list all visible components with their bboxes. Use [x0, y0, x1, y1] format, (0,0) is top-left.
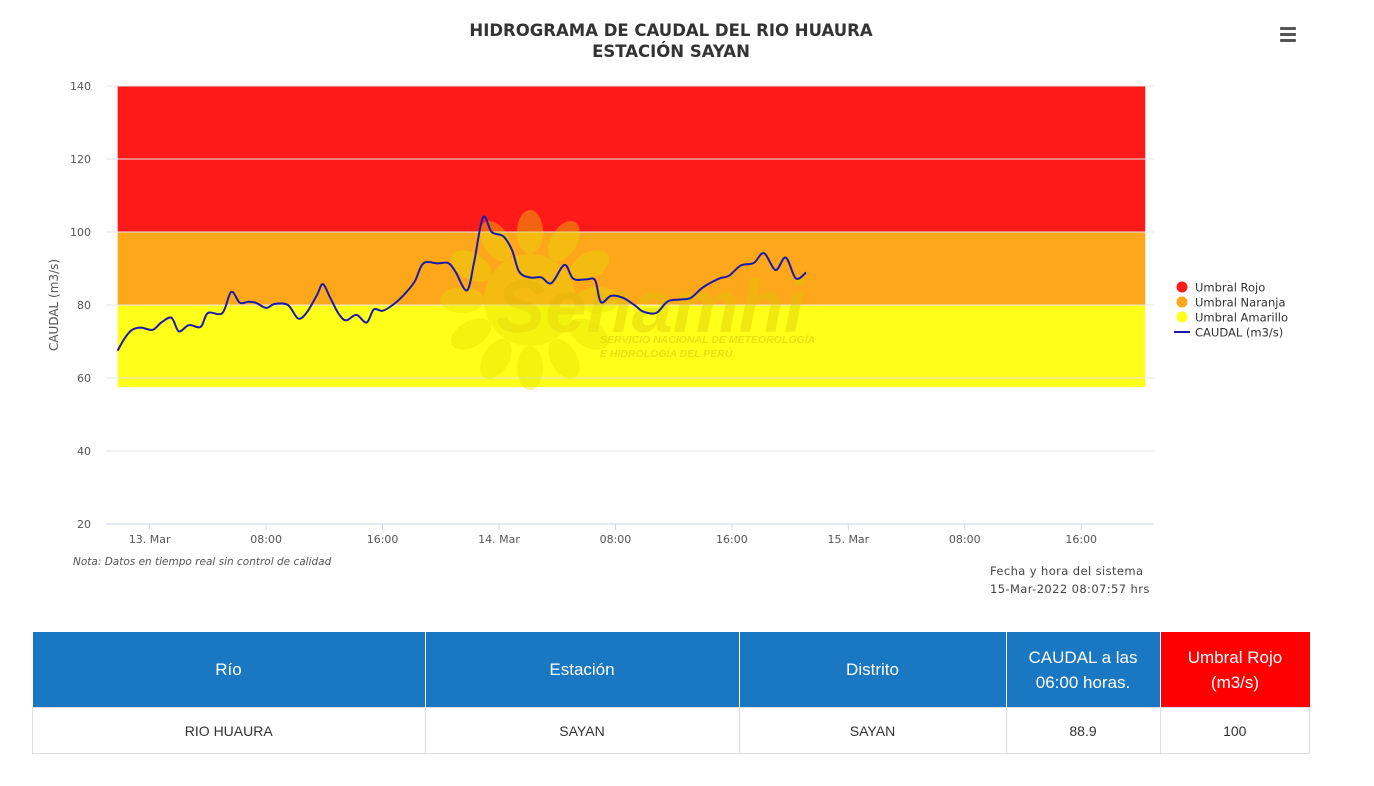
sun-ray [548, 338, 580, 380]
summary-table: Río Estación Distrito CAUDAL a las 06:00… [32, 632, 1310, 754]
x-tick-label: 14. Mar [478, 533, 520, 546]
y-tick-label: 40 [77, 445, 91, 458]
cell-rio: RIO HUAURA [32, 707, 426, 754]
sun-ray [548, 220, 580, 262]
header-caudal-line1: CAUDAL a las [1028, 647, 1138, 667]
y-tick-label: 20 [77, 518, 91, 531]
series-layer [116, 215, 807, 352]
x-tick-label: 08:00 [250, 533, 282, 546]
chart-menu-button[interactable] [1272, 20, 1304, 48]
senamhi-watermark: Senamhi SERVICIO NACIONAL DE METEOROLOGÍ… [440, 210, 815, 390]
system-date-label: Fecha y hora del sistema [990, 564, 1144, 578]
y-axis-label: CAUDAL (m3/s) [47, 259, 61, 351]
header-rio: Río [32, 632, 426, 708]
hamburger-menu-icon [1280, 26, 1296, 30]
sun-ray [576, 287, 620, 313]
x-tick-label: 13. Mar [129, 533, 171, 546]
sun-ray [450, 250, 492, 282]
legend-label[interactable]: Umbral Amarillo [1195, 311, 1288, 325]
chart-title: HIDROGRAMA DE CAUDAL DEL RIO HUAURA [469, 21, 872, 40]
sun-ray [568, 318, 610, 350]
system-date-value: 15-Mar-2022 08:07:57 hrs [990, 582, 1150, 596]
hydrograph-chart: Senamhi SERVICIO NACIONAL DE METEOROLOGÍ… [47, 21, 1288, 546]
header-distrito: Distrito [739, 632, 1007, 708]
header-umbral-line2: (m3/s) [1210, 672, 1260, 692]
x-tick-label: 16:00 [367, 533, 399, 546]
cell-umbral-rojo: 100 [1159, 707, 1310, 754]
series-line-caudal [116, 215, 807, 352]
header-estacion: Estación [425, 632, 740, 708]
sun-ray [480, 220, 512, 262]
sun-ray [568, 250, 610, 282]
summary-header-row: Río Estación Distrito CAUDAL a las 06:00… [32, 632, 1310, 708]
legend-label[interactable]: Umbral Rojo [1195, 281, 1265, 295]
header-umbral-rojo: Umbral Rojo (m3/s) [1160, 632, 1310, 708]
cell-estacion: SAYAN [424, 707, 740, 754]
x-tick-label: 16:00 [716, 533, 748, 546]
axes: 20 40 60 80 100 120 140 13. Mar 08:00 16:00 14. Ma… [70, 80, 1154, 546]
sun-ray [480, 338, 512, 380]
band-umbral-naranja [117, 232, 1146, 305]
legend-marker [1176, 311, 1188, 323]
legend-label[interactable]: Umbral Naranja [1195, 296, 1286, 310]
cell-distrito: SAYAN [738, 707, 1007, 754]
sun-ray [440, 287, 484, 313]
y-tick-label: 80 [77, 299, 91, 312]
watermark-line1: SERVICIO NACIONAL DE METEOROLOGÍA [600, 333, 815, 346]
sun-ray [517, 210, 543, 254]
table-row: RIO HUAURA SAYAN SAYAN 88.9 100 [32, 707, 1310, 754]
data-quality-note: Nota: Datos en tiempo real sin control d… [73, 556, 332, 568]
header-caudal: CAUDAL a las 06:00 horas. [1006, 632, 1161, 708]
watermark-line2: E HIDROLOGÍA DEL PERÚ [600, 347, 733, 360]
legend-label[interactable]: CAUDAL (m3/s) [1195, 326, 1283, 340]
system-date: Fecha y hora del sistema 15-Mar-2022 08:… [990, 562, 1150, 598]
x-tick-label: 15. Mar [827, 533, 869, 546]
cell-caudal: 88.9 [1005, 707, 1161, 754]
x-tick-label: 08:00 [949, 533, 981, 546]
chart-subtitle: ESTACIÓN SAYAN [592, 42, 750, 61]
band-umbral-amarillo [117, 305, 1146, 388]
y-tick-label: 60 [77, 372, 91, 385]
sun-ray [450, 318, 492, 350]
legend-marker [1176, 296, 1188, 308]
x-tick-label: 08:00 [600, 533, 632, 546]
header-caudal-line2: 06:00 horas. [1035, 672, 1131, 692]
y-tick-label: 140 [70, 80, 91, 93]
x-tick-label: 16:00 [1065, 533, 1097, 546]
y-tick-label: 100 [70, 226, 91, 239]
header-umbral-line1: Umbral Rojo [1187, 647, 1283, 667]
y-tick-label: 120 [70, 153, 91, 166]
watermark-logo-text: Senamhi [496, 265, 806, 348]
sun-ray [517, 346, 543, 390]
legend-marker [1176, 281, 1188, 293]
